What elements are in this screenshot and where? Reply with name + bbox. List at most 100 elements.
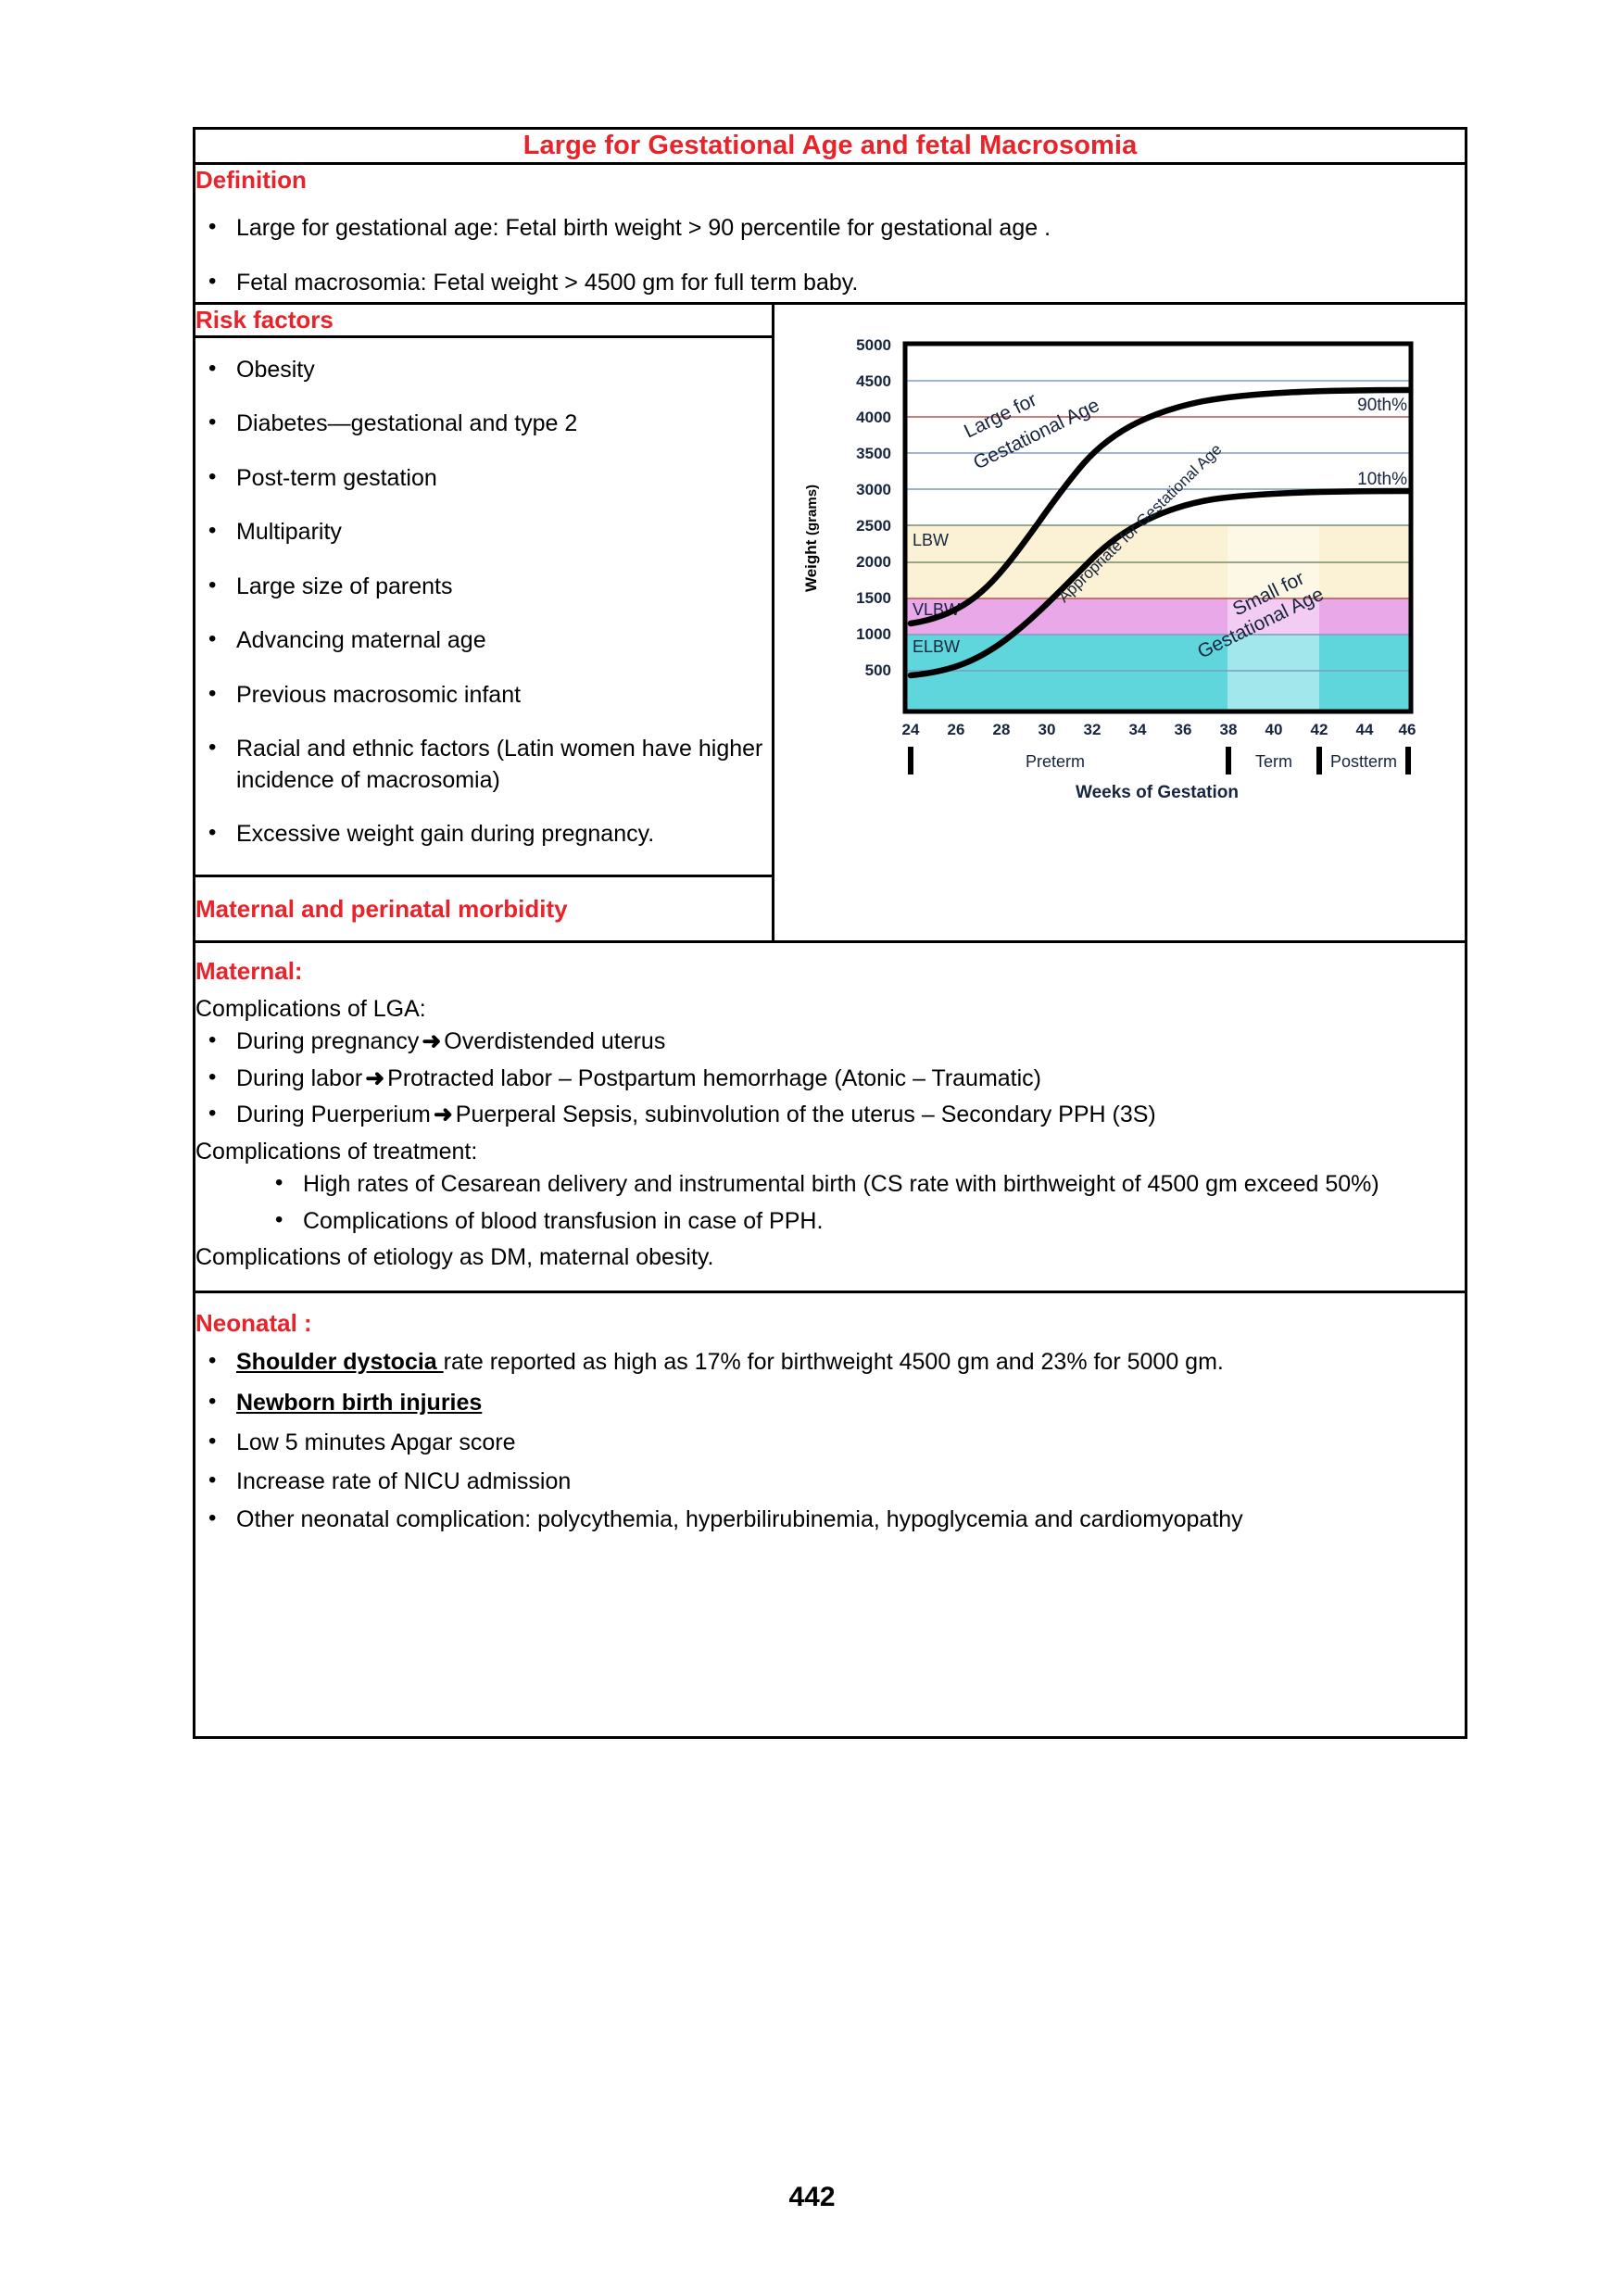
arrow-icon: ➜ xyxy=(422,1028,442,1055)
svg-text:500: 500 xyxy=(864,661,890,679)
svg-text:34: 34 xyxy=(1128,721,1146,738)
svg-text:3500: 3500 xyxy=(856,445,891,462)
svg-text:1500: 1500 xyxy=(856,589,891,607)
lga-pre: During Puerperium xyxy=(236,1102,431,1128)
svg-text:3000: 3000 xyxy=(856,481,891,498)
svg-text:26: 26 xyxy=(947,721,964,738)
svg-text:5000: 5000 xyxy=(856,336,891,354)
chart-weight-bands xyxy=(904,344,1411,712)
list-item: During pregnancy➜Overdistended uterus xyxy=(195,1026,1465,1058)
definition-heading: Definition xyxy=(195,165,307,194)
svg-text:36: 36 xyxy=(1174,721,1191,738)
maternal-treatment-list: High rates of Cesarean delivery and inst… xyxy=(262,1168,1465,1238)
svg-text:4500: 4500 xyxy=(856,372,891,390)
list-item: Post-term gestation xyxy=(195,462,772,495)
content-table: Large for Gestational Age and fetal Macr… xyxy=(192,127,1467,1739)
risk-factors-list: Obesity Diabetes—gestational and type 2 … xyxy=(195,354,772,850)
chart-percentile-labels: 90th% 10th% xyxy=(1357,396,1407,489)
svg-text:28: 28 xyxy=(992,721,1010,738)
list-item: During Puerperium➜Puerperal Sepsis, subi… xyxy=(195,1099,1465,1131)
neonatal-text: Increase rate of NICU admission xyxy=(236,1467,572,1494)
maternal-row: Maternal: Complications of LGA: During p… xyxy=(193,940,1467,1293)
svg-text:46: 46 xyxy=(1398,721,1416,738)
maternal-cell: Maternal: Complications of LGA: During p… xyxy=(193,940,1467,1293)
morbidity-heading: Maternal and perinatal morbidity xyxy=(195,894,568,923)
svg-text:Term: Term xyxy=(1255,752,1292,771)
risk-factors-cell: Obesity Diabetes—gestational and type 2 … xyxy=(192,334,775,877)
list-item: Complications of blood transfusion in ca… xyxy=(262,1205,1465,1238)
definition-list: Large for gestational age: Fetal birth w… xyxy=(195,212,1465,299)
lga-post: Puerperal Sepsis, subinvolution of the u… xyxy=(455,1102,1156,1128)
list-item: Excessive weight gain during pregnancy. xyxy=(195,818,772,850)
definition-cell: Definition Large for gestational age: Fe… xyxy=(193,161,1467,306)
svg-text:38: 38 xyxy=(1219,721,1237,738)
definition-row: Definition Large for gestational age: Fe… xyxy=(193,161,1467,306)
neonatal-row: Neonatal : Shoulder dystocia rate report… xyxy=(193,1290,1467,1739)
svg-text:Preterm: Preterm xyxy=(1026,752,1085,771)
svg-text:42: 42 xyxy=(1310,721,1328,738)
risk-factors-heading-cell: Risk factors xyxy=(192,302,775,338)
list-item: Low 5 minutes Apgar score xyxy=(195,1427,1465,1459)
lga-pre: During pregnancy xyxy=(236,1028,420,1055)
neonatal-term: Shoulder dystocia xyxy=(236,1349,444,1376)
list-item: Advancing maternal age xyxy=(195,624,772,657)
list-item: Newborn birth injuries xyxy=(195,1387,1465,1419)
list-item: Large size of parents xyxy=(195,571,772,603)
svg-text:10th%: 10th% xyxy=(1357,470,1407,489)
growth-chart-cell: Weight (grams) 5000 4500 4000 3500 3000 … xyxy=(772,302,1467,944)
list-item: Shoulder dystocia rate reported as high … xyxy=(195,1346,1465,1379)
chart-gridlines xyxy=(904,380,1411,672)
list-item: During labor➜Protracted labor – Postpart… xyxy=(195,1063,1465,1095)
risk-factors-list-row: Obesity Diabetes—gestational and type 2 … xyxy=(192,334,1467,877)
svg-text:Postterm: Postterm xyxy=(1330,752,1397,771)
list-item: Multiparity xyxy=(195,516,772,548)
list-item: High rates of Cesarean delivery and inst… xyxy=(262,1168,1465,1201)
svg-text:ELBW: ELBW xyxy=(913,637,960,656)
list-item: Racial and ethnic factors (Latin women h… xyxy=(195,733,772,796)
list-item: Diabetes—gestational and type 2 xyxy=(195,408,772,440)
title-row: Large for Gestational Age and fetal Macr… xyxy=(193,127,1467,165)
chart-ylabel: Weight (grams) xyxy=(802,485,820,592)
chart-period-labels: Preterm Term Postterm xyxy=(1026,752,1397,771)
chart-xlabel: Weeks of Gestation xyxy=(1076,783,1239,802)
risk-factors-heading: Risk factors xyxy=(195,306,334,334)
morbidity-heading-row: Maternal and perinatal morbidity xyxy=(192,874,1467,944)
lga-pre: During labor xyxy=(236,1064,363,1091)
maternal-lga-intro: Complications of LGA: xyxy=(195,995,426,1022)
chart-plot-frame xyxy=(902,341,1414,714)
arrow-icon: ➜ xyxy=(365,1064,385,1091)
growth-chart: Weight (grams) 5000 4500 4000 3500 3000 … xyxy=(774,325,1465,807)
svg-text:90th%: 90th% xyxy=(1357,396,1407,415)
neonatal-term: Newborn birth injuries xyxy=(236,1389,483,1416)
svg-text:4000: 4000 xyxy=(856,409,891,426)
maternal-treatment-intro: Complications of treatment: xyxy=(195,1138,478,1165)
svg-text:24: 24 xyxy=(901,721,919,738)
neonatal-cell: Neonatal : Shoulder dystocia rate report… xyxy=(193,1290,1467,1739)
list-item: Increase rate of NICU admission xyxy=(195,1466,1465,1498)
svg-text:44: 44 xyxy=(1355,721,1373,738)
neonatal-heading: Neonatal : xyxy=(195,1308,312,1337)
page-title: Large for Gestational Age and fetal Macr… xyxy=(522,131,1138,160)
list-item: Fetal macrosomia: Fetal weight > 4500 gm… xyxy=(195,267,1465,299)
neonatal-text: Other neonatal complication: polycythemi… xyxy=(236,1506,1243,1533)
lga-post: Protracted labor – Postpartum hemorrhage… xyxy=(387,1064,1042,1091)
fetal-growth-chart-svg: Weight (grams) 5000 4500 4000 3500 3000 … xyxy=(802,336,1416,802)
risk-factors-heading-row: Risk factors Weight (grams) 5000 4500 40… xyxy=(192,302,1467,944)
arrow-icon: ➜ xyxy=(433,1102,453,1128)
chart-curve-90th xyxy=(907,387,1413,627)
svg-text:30: 30 xyxy=(1038,721,1055,738)
lga-post: Overdistended uterus xyxy=(444,1028,666,1055)
chart-period-dividers xyxy=(907,747,1411,775)
chart-curve-10th xyxy=(907,488,1413,679)
svg-text:40: 40 xyxy=(1265,721,1282,738)
chart-xticks: 24 26 28 30 32 34 36 38 40 42 44 xyxy=(901,721,1416,738)
morbidity-heading-cell: Maternal and perinatal morbidity xyxy=(192,874,775,944)
maternal-lga-list: During pregnancy➜Overdistended uterus Du… xyxy=(195,1026,1465,1131)
svg-text:1000: 1000 xyxy=(856,625,891,643)
svg-text:2000: 2000 xyxy=(856,553,891,571)
neonatal-text: rate reported as high as 17% for birthwe… xyxy=(443,1349,1224,1376)
maternal-heading: Maternal: xyxy=(195,957,303,986)
chart-yticks: 5000 4500 4000 3500 3000 2500 2000 1500 … xyxy=(856,336,891,679)
list-item: Obesity xyxy=(195,354,772,386)
